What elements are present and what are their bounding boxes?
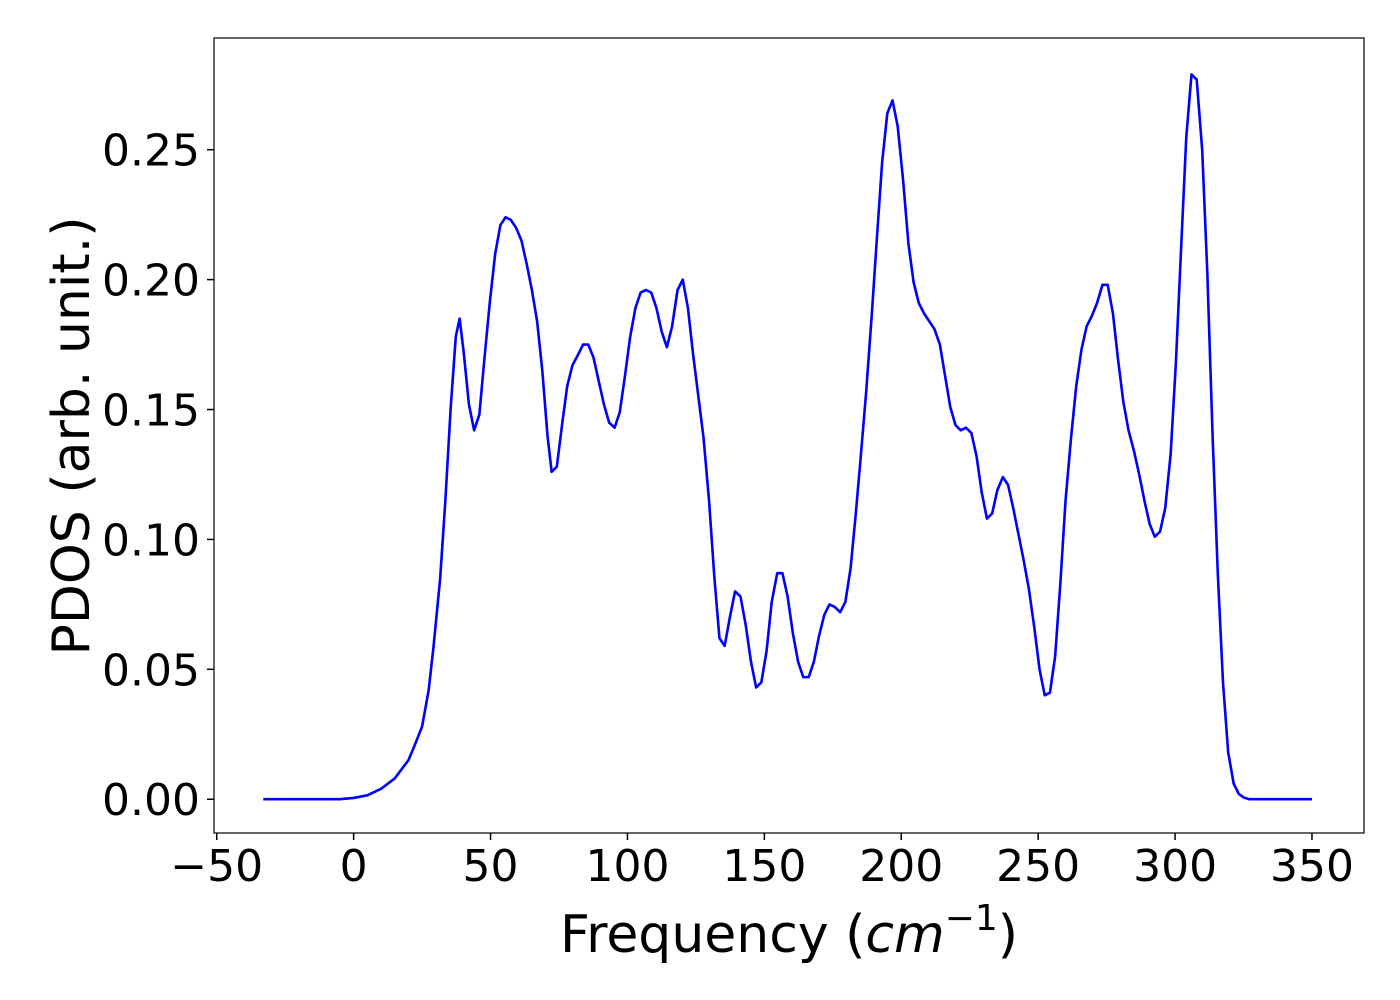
x-tick-label: 100 — [585, 841, 669, 892]
x-label-prefix: Frequency ( — [560, 905, 865, 965]
y-tick-label: 0.10 — [102, 515, 200, 566]
y-tick-label: 0.15 — [102, 386, 200, 437]
y-tick-label: 0.00 — [102, 775, 200, 826]
x-tick-label: 50 — [463, 841, 519, 892]
y-tick-label: 0.05 — [102, 645, 200, 696]
x-tick-label: 150 — [722, 841, 806, 892]
x-tick-label: 350 — [1270, 841, 1354, 892]
y-axis-label: PDOS (arb. unit.) — [42, 216, 102, 655]
y-tick-label: 0.25 — [102, 126, 200, 177]
x-tick-label: 200 — [859, 841, 943, 892]
x-axis-label: Frequency (cm−1) — [560, 898, 1018, 965]
y-tick-label: 0.20 — [102, 256, 200, 307]
x-label-suffix: ) — [998, 905, 1018, 965]
data-line — [263, 73, 1312, 801]
x-tick-label: 300 — [1133, 841, 1217, 892]
x-tick-label: −50 — [170, 841, 263, 892]
plot-frame — [213, 37, 1365, 834]
x-label-unit: cm — [865, 905, 944, 965]
x-tick-label: 250 — [996, 841, 1080, 892]
x-label-exponent: −1 — [945, 898, 998, 939]
x-tick-label: 0 — [340, 841, 368, 892]
